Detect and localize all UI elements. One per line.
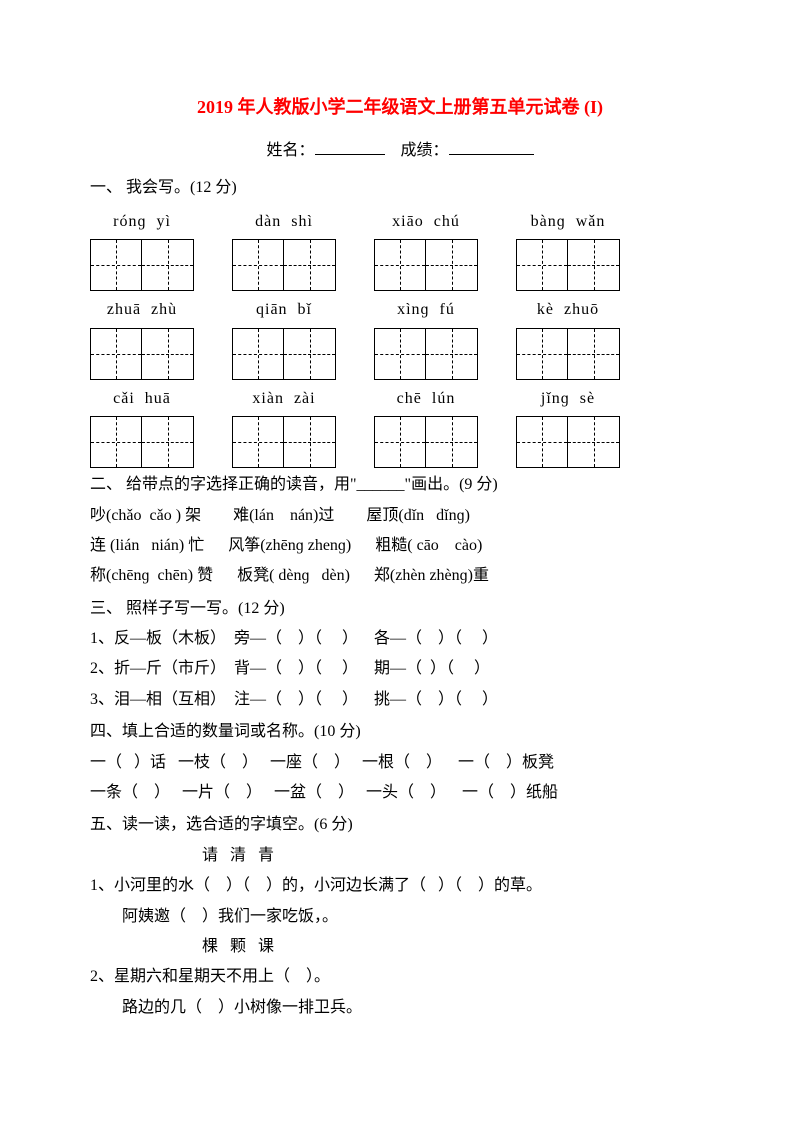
tianzi-box[interactable] [426,239,478,291]
page-title: 2019 年人教版小学二年级语文上册第五单元试卷 (I) [90,90,710,124]
name-blank[interactable] [315,138,385,155]
s5-g2-line-0: 2、星期六和星期天不用上（ ）。 [90,962,710,992]
score-label: 成绩： [401,142,449,159]
tianzi-box[interactable] [142,239,194,291]
section-2-heading: 二、 给带点的字选择正确的读音，用"______"画出。(9 分) [90,470,710,500]
tianzi-pair [374,239,478,291]
tianzi-box[interactable] [568,239,620,291]
pinyin-label: xìnɡ fú [397,295,455,325]
pinyin-label: zhuā zhù [107,295,177,325]
pinyin-row: cǎi huā xiàn zài chē lún jǐnɡ sè [90,384,710,468]
pinyin-group: cǎi huā [90,384,194,468]
tianzi-box[interactable] [284,328,336,380]
pinyin-row: zhuā zhù qiān bǐ xìnɡ fú kè zhuō [90,295,710,379]
tianzi-box[interactable] [374,416,426,468]
section-1-heading: 一、 我会写。(12 分) [90,173,710,203]
pinyin-label: kè zhuō [537,295,599,325]
tianzi-box[interactable] [232,416,284,468]
pinyin-group: chē lún [374,384,478,468]
tianzi-box[interactable] [516,416,568,468]
pinyin-group: xìnɡ fú [374,295,478,379]
tianzi-box[interactable] [426,416,478,468]
name-label: 姓名： [266,142,314,159]
section-4: 四、填上合适的数量词或名称。(10 分) 一（ ）话 一枝（ ） 一座（ ） 一… [90,717,710,808]
s4-line-0: 一（ ）话 一枝（ ） 一座（ ） 一根（ ） 一（ ）板凳 [90,748,710,778]
s2-line-1: 连 (lián nián) 忙 风筝(zhēnɡ zhenɡ) 粗糙( cāo … [90,531,710,561]
pinyin-label: dàn shì [255,207,313,237]
tianzi-pair [516,416,620,468]
pinyin-group: dàn shì [232,207,336,291]
tianzi-box[interactable] [284,416,336,468]
pinyin-label: xiàn zài [252,384,315,414]
section-5-heading: 五、读一读，选合适的字填空。(6 分) [90,810,710,840]
s5-chars-2: 棵 颗 课 [90,932,710,962]
tianzi-pair [90,328,194,380]
s5-g1-line-1: 阿姨邀（ ）我们一家吃饭，。 [90,902,710,932]
tianzi-pair [374,328,478,380]
tianzi-box[interactable] [516,239,568,291]
pinyin-group: xiāo chú [374,207,478,291]
tianzi-box[interactable] [426,328,478,380]
tianzi-pair [516,239,620,291]
section-3: 三、 照样子写一写。(12 分) 1、反—板（木板） 旁—（ ）（ ） 各—（ … [90,594,710,716]
tianzi-pair [90,416,194,468]
tianzi-box[interactable] [142,328,194,380]
tianzi-box[interactable] [90,416,142,468]
student-info: 姓名： 成绩： [90,136,710,166]
s2-line-0: 吵(chǎo cǎo ) 架 难(lán nán)过 屋顶(dǐn dǐnɡ) [90,501,710,531]
s4-line-1: 一条（ ） 一片（ ） 一盆（ ） 一头（ ） 一（ ）纸船 [90,778,710,808]
tianzi-pair [232,239,336,291]
pinyin-row: rónɡ yì dàn shì xiāo chú bànɡ wǎn [90,207,710,291]
pinyin-label: rónɡ yì [113,207,171,237]
s3-line-0: 1、反—板（木板） 旁—（ ）（ ） 各—（ ）（ ） [90,624,710,654]
pinyin-container: rónɡ yì dàn shì xiāo chú bànɡ wǎn zhuā zhù qi… [90,207,710,468]
pinyin-label: qiān bǐ [256,295,312,325]
tianzi-box[interactable] [142,416,194,468]
tianzi-box[interactable] [374,239,426,291]
tianzi-box[interactable] [284,239,336,291]
section-1: 一、 我会写。(12 分) rónɡ yì dàn shì xiāo chú bànɡ… [90,173,710,469]
pinyin-group: bànɡ wǎn [516,207,620,291]
tianzi-box[interactable] [232,239,284,291]
tianzi-pair [90,239,194,291]
score-blank[interactable] [449,138,534,155]
pinyin-group: rónɡ yì [90,207,194,291]
tianzi-box[interactable] [90,239,142,291]
s5-chars-1: 请 清 青 [90,841,710,871]
pinyin-label: chē lún [397,384,456,414]
tianzi-box[interactable] [232,328,284,380]
section-3-heading: 三、 照样子写一写。(12 分) [90,594,710,624]
pinyin-group: qiān bǐ [232,295,336,379]
tianzi-pair [232,416,336,468]
pinyin-label: cǎi huā [113,384,171,414]
section-4-heading: 四、填上合适的数量词或名称。(10 分) [90,717,710,747]
pinyin-group: kè zhuō [516,295,620,379]
tianzi-box[interactable] [516,328,568,380]
s3-line-1: 2、折—斤（市斤） 背—（ ）（ ） 期—（ ）（ ） [90,654,710,684]
s2-line-2: 称(chēnɡ chēn) 赞 板凳( dènɡ dèn) 郑(zhèn zhè… [90,561,710,591]
tianzi-pair [516,328,620,380]
exam-page: 2019 年人教版小学二年级语文上册第五单元试卷 (I) 姓名： 成绩： 一、 … [0,0,800,1063]
tianzi-pair [374,416,478,468]
tianzi-box[interactable] [90,328,142,380]
tianzi-box[interactable] [568,416,620,468]
section-5: 五、读一读，选合适的字填空。(6 分) 请 清 青 1、小河里的水（ ）（ ）的… [90,810,710,1023]
pinyin-group: zhuā zhù [90,295,194,379]
tianzi-pair [232,328,336,380]
tianzi-box[interactable] [374,328,426,380]
pinyin-group: jǐnɡ sè [516,384,620,468]
tianzi-box[interactable] [568,328,620,380]
s5-g2-line-1: 路边的几（ ）小树像一排卫兵。 [90,993,710,1023]
s3-line-2: 3、泪—相（互相） 注—（ ）（ ） 挑—（ ）（ ） [90,685,710,715]
section-2: 二、 给带点的字选择正确的读音，用"______"画出。(9 分) 吵(chǎo… [90,470,710,592]
s5-g1-line-0: 1、小河里的水（ ）（ ）的，小河边长满了（ ）（ ）的草。 [90,871,710,901]
pinyin-label: jǐnɡ sè [541,384,595,414]
pinyin-label: bànɡ wǎn [531,207,606,237]
pinyin-group: xiàn zài [232,384,336,468]
pinyin-label: xiāo chú [392,207,460,237]
